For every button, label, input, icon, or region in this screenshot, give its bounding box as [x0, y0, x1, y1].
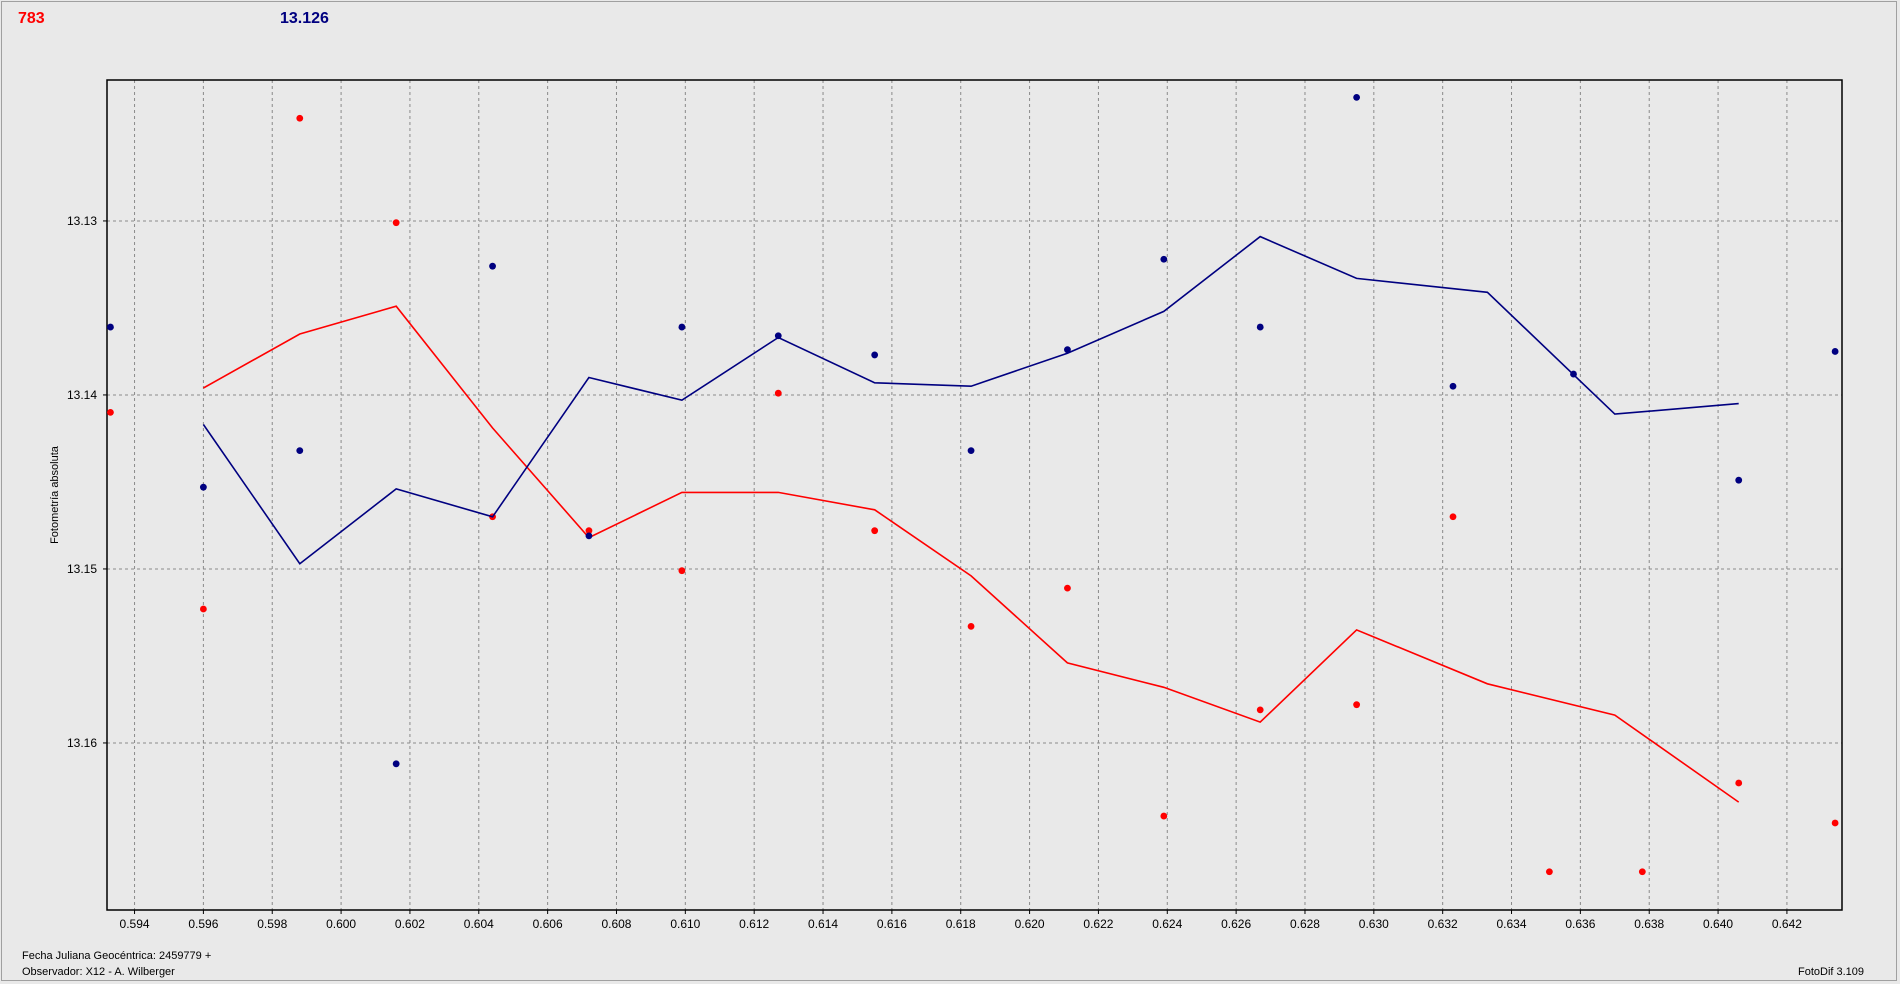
- series-1-point: [871, 351, 879, 359]
- series-0-point: [1160, 812, 1168, 820]
- x-tick-label: 0.596: [188, 917, 218, 931]
- x-tick-label: 0.600: [326, 917, 356, 931]
- plot-frame: [106, 79, 1843, 911]
- series-0-point: [107, 408, 114, 416]
- x-tick-label: 0.626: [1221, 917, 1251, 931]
- series-0-point: [774, 389, 782, 397]
- x-tick-label: 0.612: [739, 917, 769, 931]
- series-1-point: [199, 483, 207, 491]
- observer-label: Observador: X12 - A. Wilberger: [22, 966, 175, 978]
- red-series-value: 783: [18, 10, 45, 27]
- x-tick-label: 0.602: [395, 917, 425, 931]
- y-tick-label: 13.15: [67, 562, 97, 576]
- x-tick-label: 0.618: [946, 917, 976, 931]
- series-0-point: [1545, 868, 1553, 876]
- x-tick-label: 0.620: [1015, 917, 1045, 931]
- x-tick-label: 0.638: [1634, 917, 1664, 931]
- x-tick-label: 0.594: [120, 917, 150, 931]
- x-tick-label: 0.608: [601, 917, 631, 931]
- series-1-point: [1353, 94, 1361, 101]
- series-1-point: [585, 532, 593, 540]
- series-0-point: [678, 567, 686, 575]
- series-1-point: [1449, 382, 1457, 390]
- x-tick-label: 0.642: [1772, 917, 1802, 931]
- x-tick-label: 0.598: [257, 917, 287, 931]
- series-0-point: [585, 527, 593, 535]
- x-tick-label: 0.622: [1083, 917, 1113, 931]
- series-0-point: [1638, 868, 1646, 876]
- x-tick-label: 0.630: [1359, 917, 1389, 931]
- x-tick-label: 0.640: [1703, 917, 1733, 931]
- software-version-label: FotoDif 3.109: [1798, 966, 1865, 978]
- series-0-point: [871, 527, 879, 535]
- series-1-point: [1160, 255, 1168, 263]
- x-tick-label: 0.634: [1497, 917, 1527, 931]
- series-1-point: [967, 447, 975, 455]
- julian-date-label: Fecha Juliana Geocéntrica: 2459779 +: [22, 950, 212, 962]
- y-tick-label: 13.13: [67, 214, 97, 228]
- series-0-point: [296, 114, 304, 122]
- series-1-point: [107, 323, 114, 331]
- series-1-point: [489, 262, 496, 270]
- series-1-point: [1256, 323, 1264, 331]
- x-tick-label: 0.604: [464, 917, 494, 931]
- x-tick-label: 0.628: [1290, 917, 1320, 931]
- series-0-point: [1256, 706, 1264, 714]
- y-tick-label: 13.16: [67, 736, 97, 750]
- series-0-point: [199, 605, 207, 613]
- x-tick-label: 0.606: [533, 917, 563, 931]
- series-1-point: [1064, 346, 1071, 354]
- series-1-trend-line: [202, 235, 1739, 565]
- x-tick-label: 0.616: [877, 917, 907, 931]
- series-0-point: [1449, 513, 1457, 521]
- x-tick-label: 0.632: [1428, 917, 1458, 931]
- x-tick-label: 0.624: [1152, 917, 1182, 931]
- series-0-point: [392, 219, 400, 227]
- series-0-point: [1353, 701, 1361, 709]
- plot-area: [107, 80, 1842, 910]
- series-0-point: [1831, 819, 1839, 827]
- series-1-point: [1570, 370, 1577, 378]
- series-0-point: [967, 622, 975, 630]
- series-1-point: [1735, 476, 1743, 484]
- series-1-point: [1831, 348, 1839, 355]
- y-axis-label: Fotometría absoluta: [49, 445, 61, 544]
- x-tick-label: 0.610: [670, 917, 700, 931]
- series-1-point: [392, 760, 400, 768]
- y-tick-label: 13.14: [67, 388, 97, 402]
- series-1-point: [678, 323, 686, 331]
- series-0-trend-line: [203, 305, 1740, 803]
- x-tick-label: 0.636: [1565, 917, 1595, 931]
- blue-series-value: 13.126: [280, 10, 329, 27]
- series-1-point: [774, 332, 782, 340]
- series-0-point: [1064, 584, 1071, 592]
- series-1-point: [296, 447, 304, 455]
- series-0-point: [1735, 779, 1743, 787]
- x-tick-label: 0.614: [808, 917, 838, 931]
